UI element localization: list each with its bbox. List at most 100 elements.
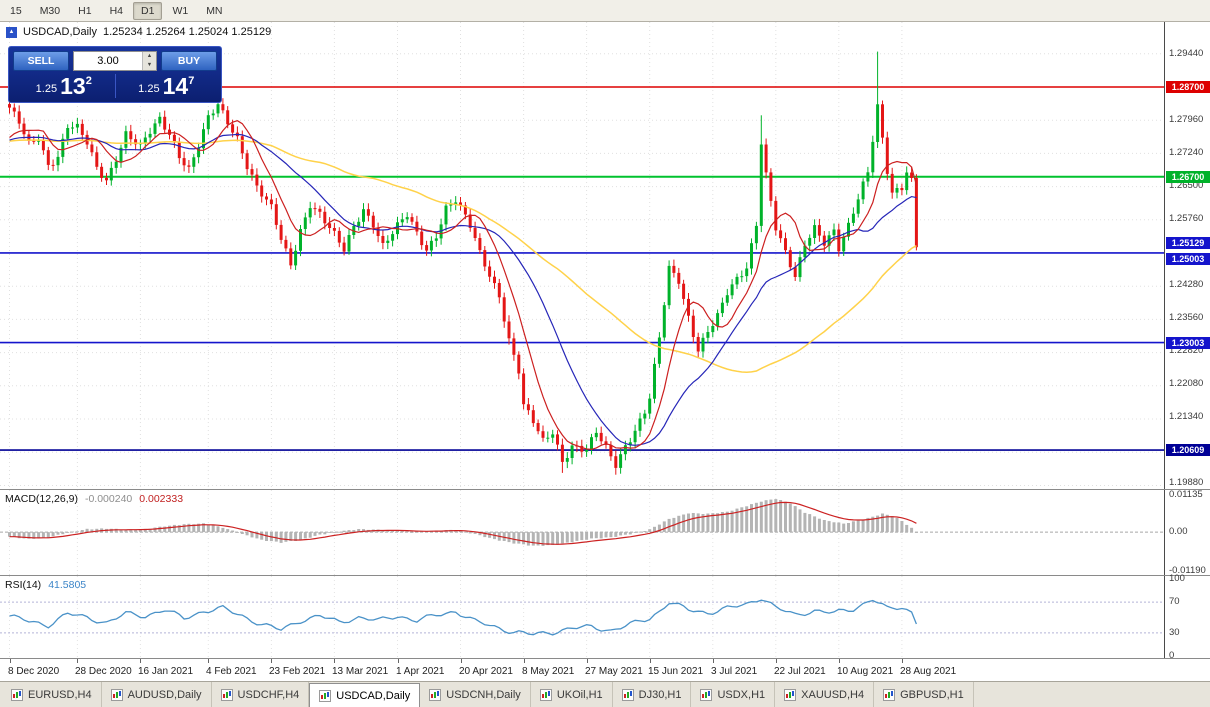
price-axis[interactable]: 1.29440 1.27960 1.27240 1.26500 1.25760 1.242… — [1164, 22, 1210, 489]
timeframe-M30[interactable]: M30 — [39, 4, 61, 17]
chart-tab-icon — [621, 688, 634, 701]
price-axis-label: 1.21340 — [1169, 411, 1204, 422]
time-axis-label: 1 Apr 2021 — [396, 666, 445, 677]
main-chart-panel: 1.29440 1.27960 1.27240 1.26500 1.25760 1.242… — [0, 22, 1210, 489]
time-axis-label: 4 Feb 2021 — [206, 666, 257, 677]
time-axis-label: 13 Mar 2021 — [332, 666, 389, 677]
timeframe-H4[interactable]: H4 — [109, 4, 123, 17]
chart-tab-icon — [539, 688, 552, 701]
timeframe-W1[interactable]: W1 — [172, 4, 189, 17]
symbol-tab-EURUSD-H4[interactable]: EURUSD,H4 — [2, 682, 102, 707]
tab-label: USDX,H1 — [717, 688, 766, 701]
sell-price-display[interactable]: 1.25 13 2 — [13, 74, 115, 98]
time-axis-tick — [902, 659, 903, 663]
chart-tab-icon — [11, 688, 23, 701]
time-axis-tick — [461, 659, 462, 663]
macd-histogram — [8, 499, 918, 546]
macd-axis-label: 0.00 — [1169, 526, 1188, 537]
rsi-axis-label: 70 — [1169, 596, 1180, 607]
chart-tab-bar: EURUSD,H4 AUDUSD,Daily USDCHF,H4 USDCAD,Dai… — [0, 681, 1210, 707]
symbol-tab-XAUUSD-H4[interactable]: XAUUSD,H4 — [775, 682, 875, 707]
symbol-tab-USDCHF-H4[interactable]: USDCHF,H4 — [212, 682, 310, 707]
time-axis-label: 20 Apr 2021 — [459, 666, 513, 677]
chart-tab-icon — [883, 688, 896, 701]
time-axis-tick — [524, 659, 525, 663]
price-level-badge: 1.26700 — [1166, 171, 1210, 183]
chart-tab-icon — [319, 689, 332, 702]
price-level-badge: 1.25129 — [1166, 237, 1210, 249]
chart-tab-icon — [784, 688, 797, 701]
buy-price-sup: 7 — [188, 75, 195, 87]
symbol-tab-AUDUSD-Daily[interactable]: AUDUSD,Daily — [102, 682, 212, 707]
buy-button[interactable]: BUY — [161, 51, 217, 71]
time-axis[interactable]: 8 Dec 2020 28 Dec 2020 16 Jan 2021 4 Feb 20… — [0, 658, 1210, 681]
tab-label: USDCNH,Daily — [446, 688, 521, 701]
symbol-tab-DJ30-H1[interactable]: DJ30,H1 — [613, 682, 692, 707]
time-axis-tick — [713, 659, 714, 663]
lot-size-stepper[interactable]: 3.00 ▲ ▼ — [73, 51, 157, 71]
chart-tab-icon — [110, 688, 123, 701]
rsi-axis[interactable]: 100 70 30 0 — [1164, 573, 1210, 661]
tab-label: GBPUSD,H1 — [900, 688, 964, 701]
sell-button[interactable]: SELL — [13, 51, 69, 71]
time-axis-tick — [839, 659, 840, 663]
time-axis-label: 10 Aug 2021 — [837, 666, 894, 677]
symbol-tab-USDCNH-Daily[interactable]: USDCNH,Daily — [420, 682, 531, 707]
macd-axis[interactable]: 0.01135 0.00 -0.01190 — [1164, 489, 1210, 576]
timeframe-D1[interactable]: D1 — [133, 1, 163, 20]
price-axis-label: 1.24280 — [1169, 279, 1204, 290]
chart-tab-icon — [220, 688, 233, 701]
price-axis-label: 1.29440 — [1169, 48, 1204, 59]
tab-label: USDCAD,Daily — [336, 689, 411, 702]
macd-axis-label: 0.01135 — [1169, 489, 1203, 500]
price-axis-label: 1.22080 — [1169, 378, 1204, 389]
time-axis-label: 27 May 2021 — [585, 666, 643, 677]
price-axis-label: 1.27960 — [1169, 114, 1204, 125]
symbol-tab-UKOil-H1[interactable]: UKOil,H1 — [531, 682, 613, 707]
price-chart-plot[interactable] — [0, 22, 1164, 489]
timeframe-toolbar: 15 M30 H1 H4 D1 W1 MN — [0, 0, 1210, 22]
macd-main-value: -0.000240 — [84, 493, 133, 505]
rsi-plot[interactable] — [0, 576, 1164, 664]
time-axis-tick — [140, 659, 141, 663]
symbol-tab-USDCAD-Daily[interactable]: USDCAD,Daily — [309, 683, 421, 707]
timeframe-H1[interactable]: H1 — [78, 4, 92, 17]
time-axis-tick — [10, 659, 11, 663]
macd-plot[interactable] — [0, 490, 1164, 581]
price-level-badge: 1.23003 — [1166, 337, 1210, 349]
moving-average-55 — [9, 139, 917, 374]
rsi-axis-label: 30 — [1169, 627, 1180, 638]
time-axis-label: 3 Jul 2021 — [711, 666, 758, 677]
tab-label: XAUUSD,H4 — [801, 688, 865, 701]
lot-size-value: 3.00 — [97, 55, 119, 67]
chart-tab-icon — [700, 688, 713, 701]
symbol-tab-USDX-H1[interactable]: USDX,H1 — [691, 682, 776, 707]
buy-price-display[interactable]: 1.25 14 7 — [114, 73, 218, 99]
macd-axis-label: -0.01190 — [1169, 565, 1206, 576]
price-axis-label: 1.25760 — [1169, 213, 1204, 224]
time-axis-label: 8 May 2021 — [522, 666, 575, 677]
tab-label: EURUSD,H4 — [28, 688, 92, 701]
collapse-triangle-icon[interactable]: ▲ — [6, 26, 17, 38]
price-axis-label: 1.23560 — [1169, 312, 1204, 323]
timeframe-15[interactable]: 15 — [10, 4, 22, 17]
time-axis-label: 22 Jul 2021 — [774, 666, 826, 677]
timeframe-MN[interactable]: MN — [206, 4, 223, 17]
lot-increase-button[interactable]: ▲ — [143, 52, 156, 61]
sell-price-sup: 2 — [85, 75, 92, 87]
time-axis-tick — [334, 659, 335, 663]
rsi-indicator-panel: 100 70 30 0 RSI(14) 41.5805 — [0, 573, 1210, 661]
time-axis-tick — [587, 659, 588, 663]
symbol-title: USDCAD,Daily — [23, 26, 97, 38]
rsi-name: RSI(14) — [5, 579, 42, 591]
price-level-badge: 1.25003 — [1166, 253, 1210, 265]
buy-price-big: 14 — [162, 73, 189, 99]
quote-ohlc: 1.25234 1.25264 1.25024 1.25129 — [102, 26, 272, 38]
symbol-tab-GBPUSD-H1[interactable]: GBPUSD,H1 — [874, 682, 974, 707]
rsi-axis-label: 0 — [1169, 650, 1175, 661]
time-axis-tick — [208, 659, 209, 663]
time-axis-label: 28 Dec 2020 — [75, 666, 132, 677]
macd-label: MACD(12,26,9) -0.000240 0.002333 — [5, 493, 183, 505]
lot-decrease-button[interactable]: ▼ — [143, 61, 156, 70]
one-click-trading-panel: SELL 3.00 ▲ ▼ BUY 1.25 13 2 1.25 14 7 — [8, 46, 222, 103]
